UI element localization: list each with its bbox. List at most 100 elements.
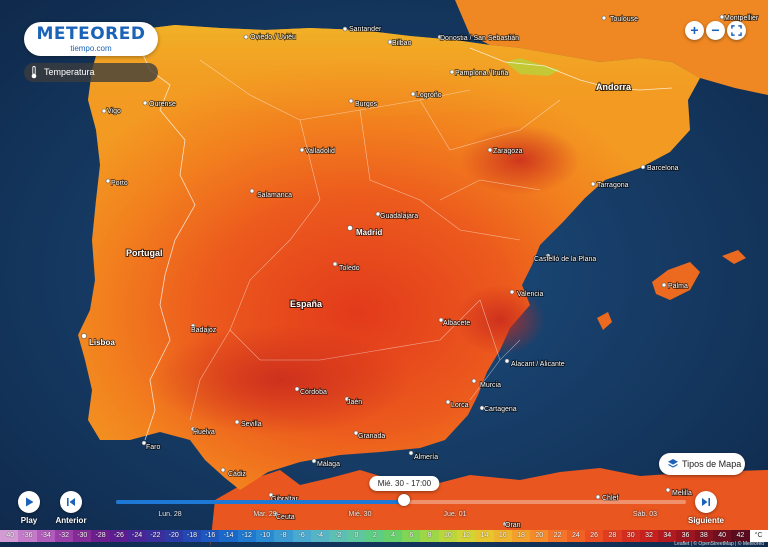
city-marker[interactable]: Lorca [445, 399, 469, 410]
city-marker[interactable]: Valencia [509, 289, 544, 299]
svg-text:Ourense: Ourense [149, 101, 176, 108]
city-marker[interactable]: Montpellier [719, 14, 760, 23]
city-marker[interactable]: Donostia / San Sebastián [437, 34, 520, 43]
city-marker[interactable]: Barcelona [640, 164, 679, 173]
city-marker[interactable]: Chlef [595, 494, 619, 503]
city-marker[interactable]: Melilla [665, 487, 693, 498]
city-marker[interactable]: Oran [502, 521, 521, 530]
legend-cell: 30 [621, 530, 640, 542]
timeline-handle[interactable] [398, 494, 411, 506]
city-marker[interactable]: Palma [661, 282, 689, 291]
legend-cell: -6 [292, 530, 311, 542]
city-marker[interactable]: Pamplona / Iruña [449, 69, 509, 78]
city-marker[interactable]: Faro [141, 440, 161, 452]
menorca-land [722, 250, 746, 264]
city-marker[interactable]: Zaragoza [487, 147, 523, 156]
svg-text:Lisboa: Lisboa [89, 338, 115, 347]
zoom-in-button[interactable]: + [685, 21, 704, 40]
legend-cell: 4 [383, 530, 403, 542]
map-type-button[interactable]: Tipos de Mapa [659, 453, 745, 475]
skip-forward-icon [702, 498, 710, 506]
city-marker[interactable]: Castelló de la Plana [533, 253, 597, 264]
timeline-day-label: Mié. 30 [348, 511, 372, 518]
city-marker[interactable]: Valladolid [299, 147, 336, 156]
city-marker[interactable]: Logroño [410, 91, 443, 100]
city-marker[interactable]: Almería [408, 450, 439, 462]
city-marker[interactable]: Gibraltar [268, 492, 299, 504]
map-attribution[interactable]: Leaflet | © OpenStreetMap | © Meteored [674, 541, 764, 547]
city-marker[interactable]: Bilbao [387, 39, 412, 48]
svg-text:Valladolid: Valladolid [305, 148, 335, 155]
next-button[interactable] [695, 491, 717, 513]
timeline-progress [116, 500, 405, 504]
legend-cell: 16 [493, 530, 512, 542]
city-marker[interactable]: Salamanca [249, 188, 293, 200]
city-marker[interactable]: Ourense [142, 100, 177, 109]
svg-text:Sevilla: Sevilla [241, 421, 262, 428]
svg-text:Córdoba: Córdoba [300, 389, 327, 396]
legend-cell: 10 [438, 530, 458, 542]
city-marker[interactable]: Guadalajara [375, 211, 419, 221]
country-label: Andorra [595, 81, 633, 93]
city-marker[interactable]: Oviedo / Uviéu [243, 33, 297, 42]
svg-text:Oviedo / Uviéu: Oviedo / Uviéu [250, 34, 296, 41]
layer-selector-button[interactable]: Temperatura [24, 63, 158, 82]
city-marker[interactable]: Alacant / Alicante [504, 358, 566, 369]
city-marker[interactable]: Jaén [344, 396, 363, 407]
svg-text:Valencia: Valencia [517, 291, 543, 298]
next-label: Siguiente [687, 516, 724, 525]
svg-text:Madrid: Madrid [356, 228, 382, 237]
svg-text:Cartagena: Cartagena [484, 406, 517, 413]
city-marker[interactable]: Huelva [190, 426, 216, 437]
legend-cell: 28 [603, 530, 622, 542]
legend-cell: -26 [109, 530, 128, 542]
svg-text:Chlef: Chlef [602, 495, 618, 502]
city-marker[interactable]: Ceuta [273, 511, 296, 522]
city-marker[interactable]: Granada [353, 430, 386, 441]
previous-button[interactable] [60, 491, 82, 513]
legend-cell: 8 [420, 530, 439, 542]
svg-text:Montpellier: Montpellier [724, 15, 759, 22]
city-marker[interactable]: Albacete [438, 317, 471, 328]
city-marker[interactable]: Badajoz [190, 323, 218, 335]
city-marker[interactable]: Burgos [348, 98, 378, 109]
city-marker[interactable]: Cádiz [220, 467, 247, 479]
legend-cell: 36 [676, 530, 695, 542]
svg-text:Badajoz: Badajoz [191, 327, 217, 334]
svg-text:Málaga: Málaga [317, 461, 340, 468]
legend-cell: 38 [694, 530, 713, 542]
city-marker[interactable]: Córdoba [294, 386, 328, 397]
city-marker[interactable]: Toulouse [601, 15, 639, 24]
ibiza-land [597, 312, 612, 330]
play-button[interactable] [18, 491, 40, 513]
city-marker[interactable]: Lisboa [81, 333, 116, 348]
zoom-out-button[interactable]: − [706, 21, 725, 40]
legend-cell: -34 [36, 530, 55, 542]
city-marker[interactable]: Cartagena [479, 405, 518, 414]
city-marker[interactable]: Santander [342, 25, 383, 34]
legend-cell: 6 [402, 530, 421, 542]
border-portugal [139, 47, 196, 441]
legend-cell: -14 [219, 530, 238, 542]
svg-text:Zaragoza: Zaragoza [493, 148, 523, 155]
city-marker[interactable]: Tarragona [590, 181, 629, 190]
legend-cell: -12 [237, 530, 256, 542]
city-marker[interactable]: Málaga [311, 458, 341, 469]
legend-cell: 12 [457, 530, 476, 542]
city-marker[interactable]: Murcia [471, 378, 502, 390]
legend-unit: °C [749, 530, 768, 542]
city-marker[interactable]: Sevilla [234, 419, 263, 429]
svg-text:Bilbao: Bilbao [392, 40, 412, 47]
city-marker[interactable]: Porto [105, 178, 129, 188]
hot-zone-ebro [460, 125, 580, 195]
fullscreen-button[interactable] [727, 21, 746, 40]
regional-borders [189, 59, 561, 421]
legend-cell: -24 [127, 530, 147, 542]
city-marker[interactable]: Toledo [332, 261, 361, 273]
meteored-logo[interactable]: METEORED tiempo.com [24, 22, 158, 56]
city-marker[interactable]: Vigo [101, 107, 122, 116]
country-label: Portugal [125, 247, 164, 259]
city-marker[interactable]: Madrid [347, 225, 383, 238]
svg-text:Salamanca: Salamanca [257, 192, 292, 199]
